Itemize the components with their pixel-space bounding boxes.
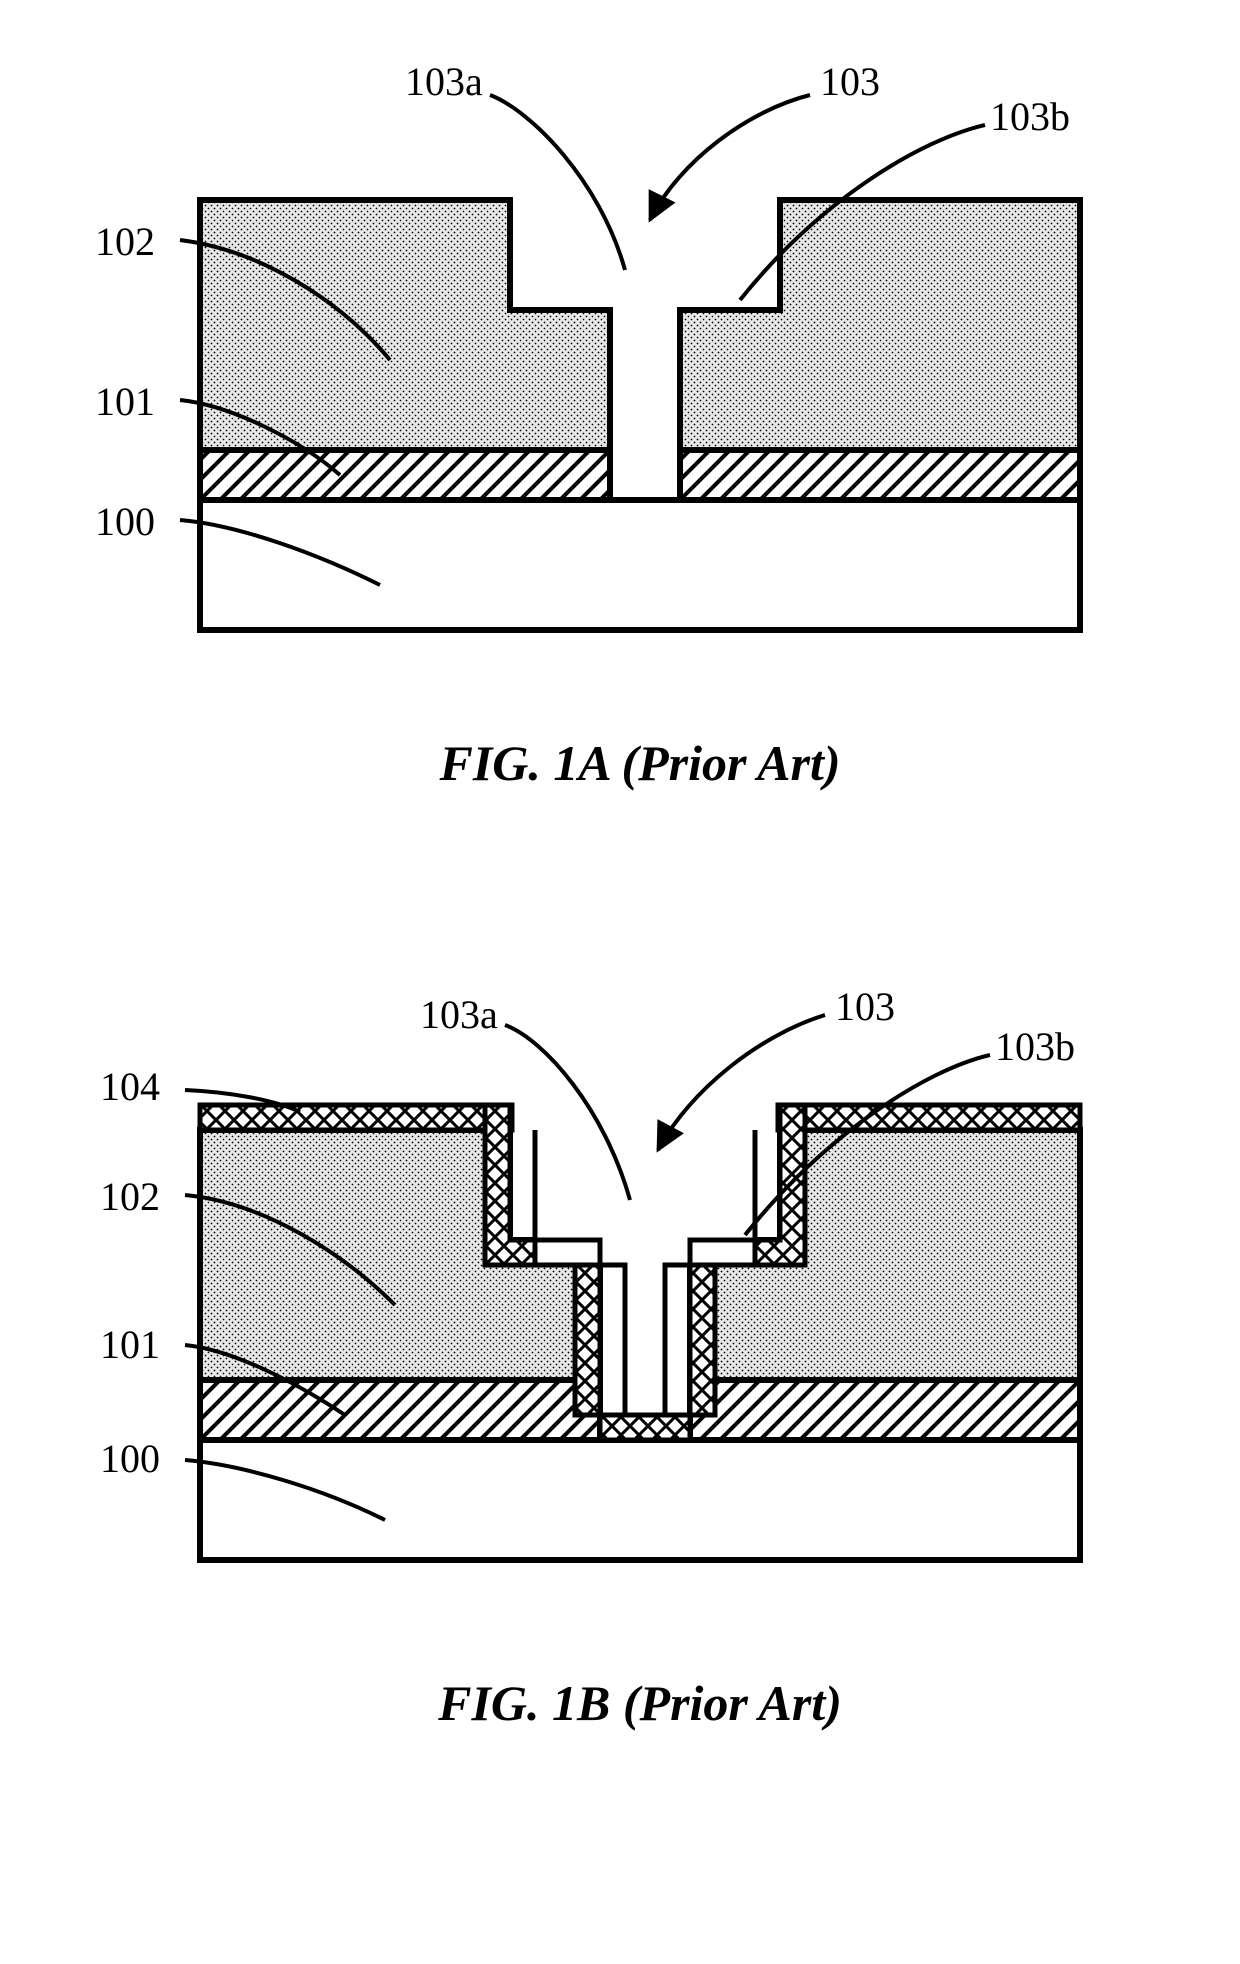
label-102: 102 [100,1174,160,1219]
layer-102-left [200,200,610,450]
layer-101-left [200,1380,600,1440]
fig-1a-caption: FIG. 1A (Prior Art) [438,735,840,791]
layer-101-right [680,450,1080,500]
layer-104-top-left [200,1105,512,1130]
figure-canvas: 102 101 100 103a 103 103b FIG. 1A (Prior… [0,0,1240,1964]
label-103b: 103b [995,1024,1075,1069]
label-102: 102 [95,219,155,264]
label-103a: 103a [405,59,483,104]
layer-101-right [690,1380,1080,1440]
label-100: 100 [100,1436,160,1481]
fig-1b-caption: FIG. 1B (Prior Art) [437,1675,842,1731]
fig-1a: 102 101 100 103a 103 103b FIG. 1A (Prior… [95,59,1080,791]
label-101: 101 [95,379,155,424]
label-103: 103 [820,59,880,104]
label-100: 100 [95,499,155,544]
label-103: 103 [835,984,895,1029]
layer-102-right [680,200,1080,450]
label-103a: 103a [420,992,498,1037]
label-101: 101 [100,1322,160,1367]
layer-100 [200,1440,1080,1560]
layer-104-top-right [778,1105,1080,1130]
page: 102 101 100 103a 103 103b FIG. 1A (Prior… [0,0,1240,1964]
layer-101-left [200,450,610,500]
label-104: 104 [100,1064,160,1109]
fig-1b: 104 102 101 100 103a 103 103b FIG. 1B (P… [100,984,1080,1731]
label-103b: 103b [990,94,1070,139]
